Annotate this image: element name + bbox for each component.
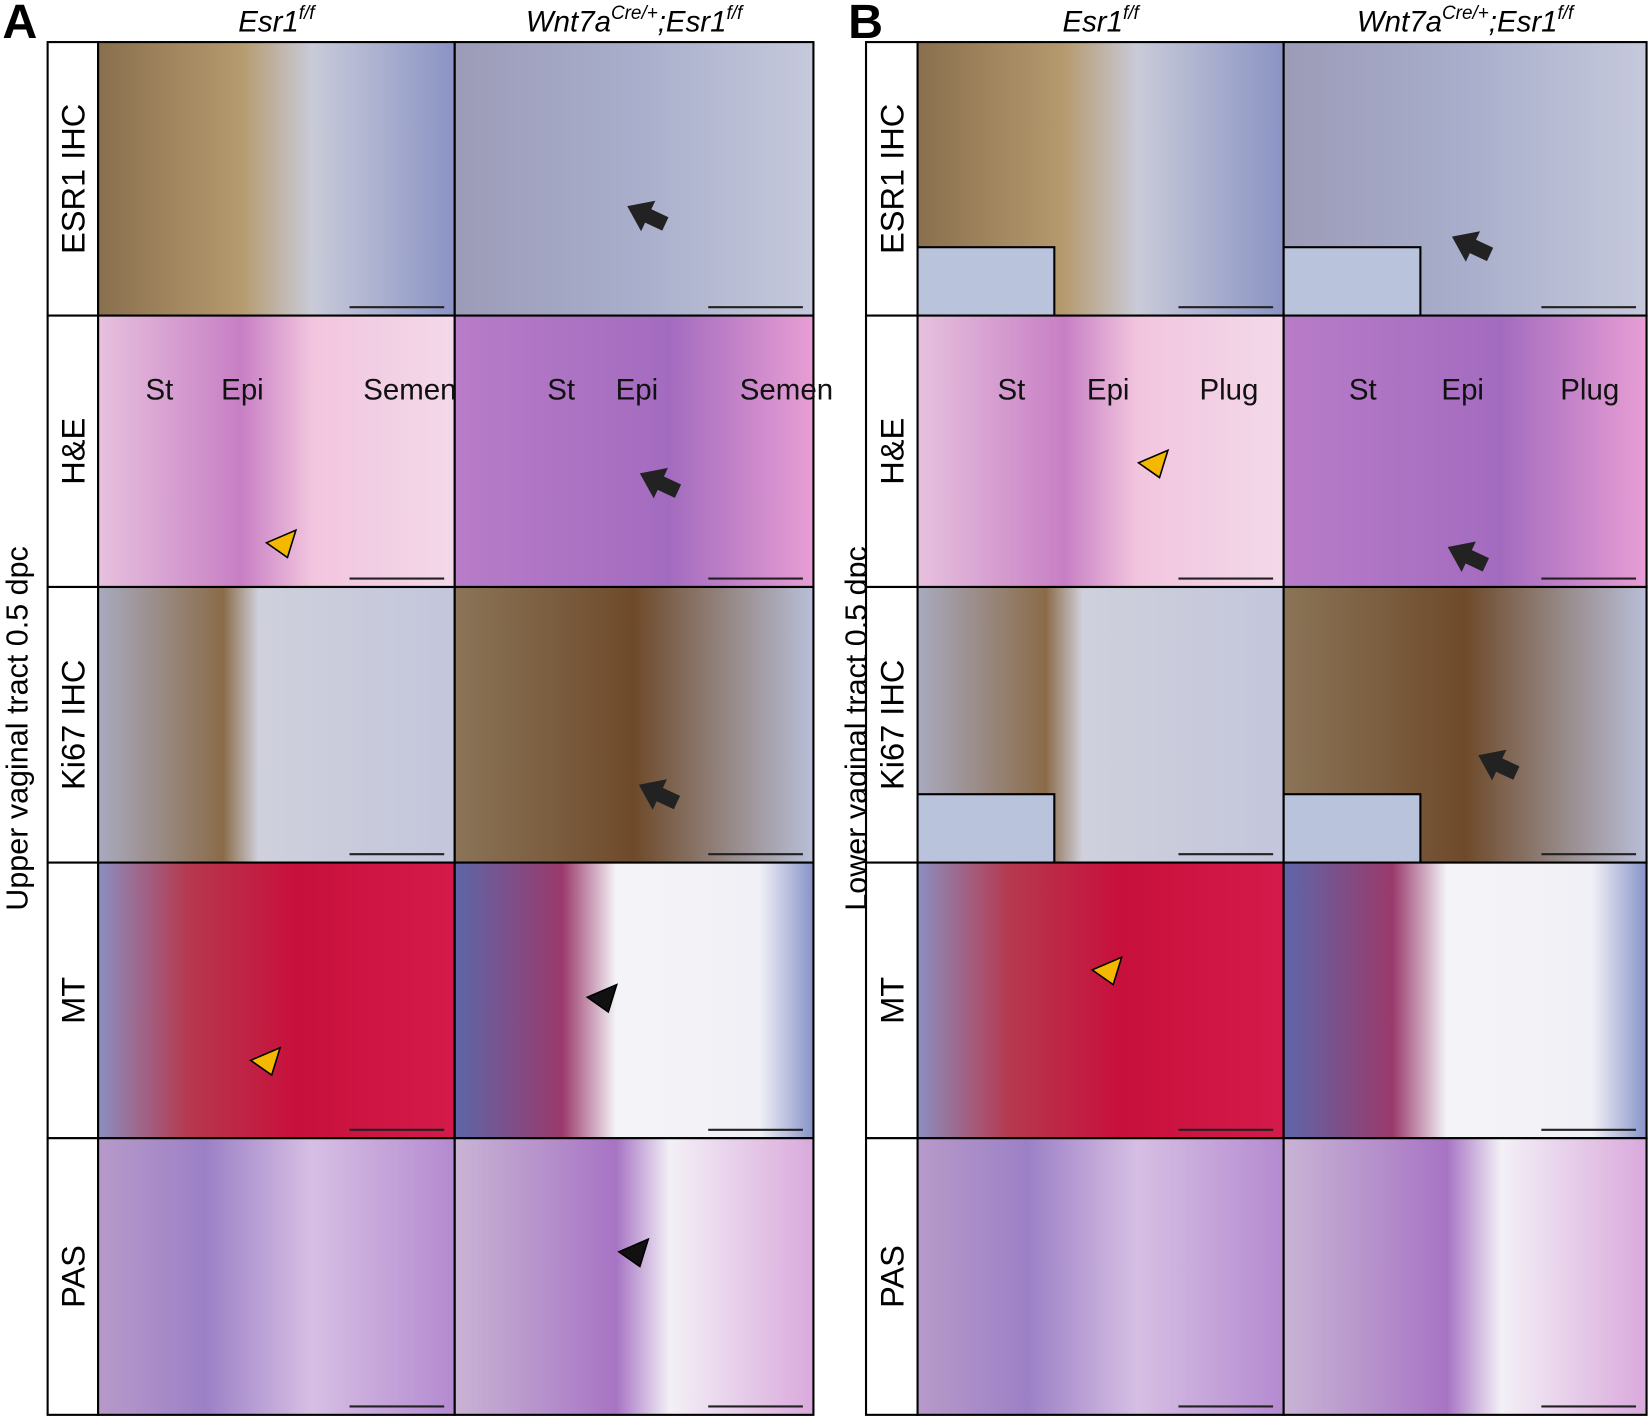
superscript: f/f — [726, 3, 744, 24]
row-label: MT — [873, 977, 910, 1024]
image-annotation: St — [547, 374, 575, 407]
header-text: Wnt7a — [526, 6, 611, 39]
row-label-cell — [864, 41, 919, 317]
column-header: Esr1f/f — [1062, 3, 1140, 39]
inset-image — [1282, 793, 1422, 864]
row-label: MT — [54, 977, 91, 1024]
histology-image — [1282, 1137, 1648, 1416]
image-annotation: St — [1349, 374, 1377, 407]
row-label: ESR1 IHC — [54, 104, 91, 254]
row-label-cell — [864, 1137, 919, 1416]
panel-letter: B — [848, 0, 883, 49]
superscript: f/f — [1123, 3, 1141, 24]
arrow — [1451, 231, 1494, 262]
row-label-cell — [46, 585, 100, 864]
image-annotation: Semen — [740, 374, 833, 407]
image-annotation: Epi — [221, 374, 264, 407]
row-label: ESR1 IHC — [873, 104, 910, 254]
histology-image — [97, 861, 456, 1140]
histology-image — [916, 314, 1285, 589]
arrowhead — [585, 983, 618, 1014]
superscript: Cre/+ — [611, 3, 658, 24]
row-label: H&E — [54, 418, 91, 485]
image-annotation: Epi — [1441, 374, 1484, 407]
histology-image — [453, 1137, 815, 1416]
row-label-cell — [46, 314, 100, 589]
header-text: ;Esr1 — [658, 6, 727, 39]
histology-image — [97, 41, 456, 317]
histology-image — [916, 1137, 1285, 1416]
header-text: Wnt7a — [1357, 6, 1442, 39]
histology-image — [453, 861, 815, 1140]
image-annotation: Semen — [363, 374, 456, 407]
row-label: PAS — [54, 1245, 91, 1308]
arrowhead — [1136, 448, 1170, 479]
image-annotation: Plug — [1560, 374, 1619, 407]
header-text: ;Esr1 — [1489, 6, 1558, 39]
row-label: PAS — [873, 1245, 910, 1308]
histology-image — [1282, 314, 1648, 589]
panel-letter: A — [2, 0, 37, 49]
arrow — [638, 779, 681, 810]
arrowhead — [617, 1237, 650, 1268]
histology-image — [1282, 861, 1648, 1140]
header-text: Esr1 — [238, 6, 299, 39]
row-label-cell — [46, 1137, 100, 1416]
superscript: f/f — [299, 3, 317, 24]
inset-image — [1282, 246, 1422, 317]
column-header: Esr1f/f — [238, 3, 316, 39]
inset-image — [916, 793, 1056, 864]
histology-image — [97, 585, 456, 864]
image-annotation: Epi — [616, 374, 659, 407]
row-label-cell — [864, 314, 919, 589]
row-label-cell — [864, 861, 919, 1140]
arrow — [1478, 749, 1520, 781]
histology-image — [453, 585, 815, 864]
side-label: Upper vaginal tract 0.5 dpc — [0, 546, 34, 911]
row-label: Ki67 IHC — [54, 660, 91, 790]
histology-image — [453, 41, 815, 317]
arrow — [1447, 541, 1489, 573]
superscript: f/f — [1558, 3, 1576, 24]
arrowhead — [249, 1046, 282, 1077]
image-annotation: St — [998, 374, 1026, 407]
row-label-cell — [46, 861, 100, 1140]
arrowhead — [1090, 955, 1123, 986]
inset-image — [916, 246, 1056, 317]
image-annotation: St — [145, 374, 173, 407]
histology-image — [97, 1137, 456, 1416]
image-annotation: Plug — [1199, 374, 1258, 407]
superscript: Cre/+ — [1442, 3, 1489, 24]
histology-image — [916, 861, 1285, 1140]
row-label: Ki67 IHC — [873, 660, 910, 790]
row-label-cell — [46, 41, 100, 317]
arrow — [627, 200, 669, 232]
histology-image — [453, 314, 815, 589]
arrow — [639, 467, 682, 499]
column-header: Wnt7aCre/+;Esr1f/f — [1357, 3, 1575, 39]
row-label: H&E — [873, 418, 910, 485]
column-header: Wnt7aCre/+;Esr1f/f — [526, 3, 744, 39]
header-text: Esr1 — [1062, 6, 1123, 39]
arrowhead — [264, 528, 298, 559]
image-annotation: Epi — [1087, 374, 1130, 407]
